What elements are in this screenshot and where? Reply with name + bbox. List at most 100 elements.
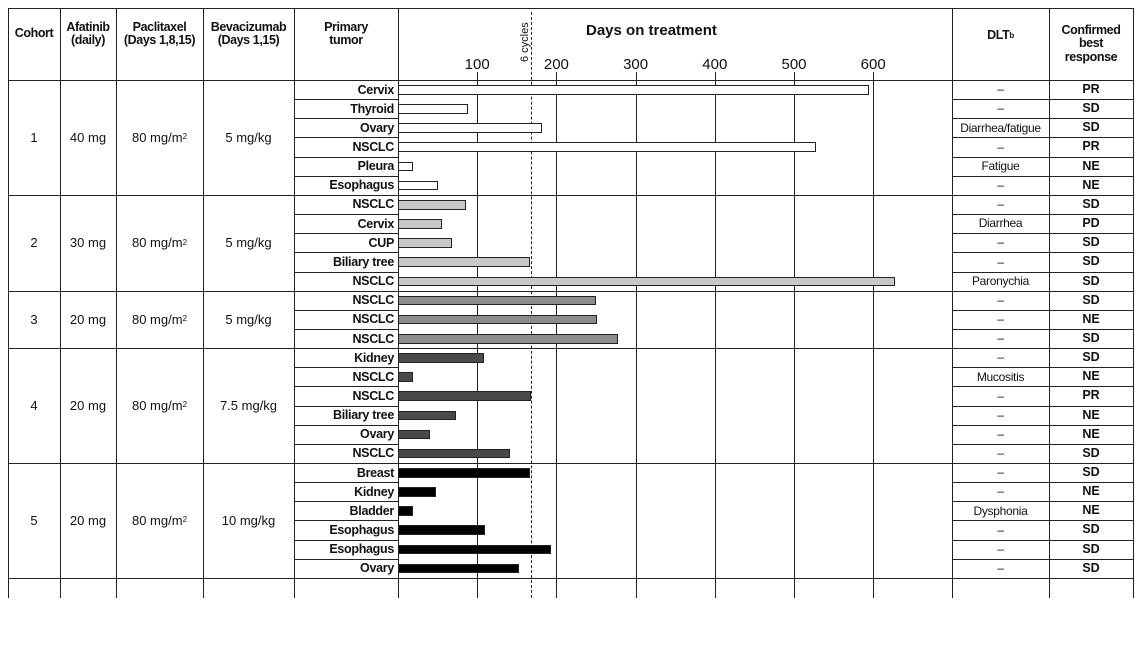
treatment-bar bbox=[398, 410, 456, 421]
best-response-value: PR bbox=[1082, 139, 1100, 154]
header-primary-tumor: Primary tumor bbox=[324, 19, 368, 47]
best-response-value: SD bbox=[1082, 101, 1100, 116]
primary-tumor-label: Biliary tree bbox=[332, 254, 394, 269]
row-divider bbox=[952, 482, 1133, 484]
dlt-value: – bbox=[997, 178, 1004, 193]
dlt-value: – bbox=[997, 197, 1004, 212]
dlt-value: – bbox=[997, 292, 1004, 307]
dlt-value: – bbox=[997, 407, 1004, 422]
afatinib-dose: 30 mg bbox=[69, 234, 107, 250]
best-response-value: SD bbox=[1082, 560, 1100, 575]
treatment-bar bbox=[398, 257, 531, 267]
primary-tumor-label: CUP bbox=[368, 235, 395, 250]
dlt-value: – bbox=[997, 465, 1004, 480]
row-divider bbox=[952, 520, 1133, 522]
primary-tumor-label: Thyroid bbox=[350, 101, 394, 116]
table-top-border bbox=[8, 8, 1133, 9]
best-response-value: SD bbox=[1082, 196, 1100, 211]
primary-tumor-label: NSCLC bbox=[352, 197, 394, 212]
cohort-divider bbox=[8, 194, 1133, 196]
cohort-number: 5 bbox=[30, 512, 38, 528]
treatment-bar bbox=[398, 333, 619, 344]
dlt-value: – bbox=[997, 388, 1004, 403]
treatment-bar bbox=[398, 487, 437, 497]
header-dlt: DLT b bbox=[987, 28, 1014, 43]
header-paclitaxel: Paclitaxel (Days 1,8,15) bbox=[123, 19, 196, 47]
primary-tumor-label: NSCLC bbox=[352, 140, 394, 154]
bevacizumab-dose: 5 mg/kg bbox=[225, 129, 272, 145]
dlt-value: Paronychia bbox=[971, 273, 1030, 288]
best-response-value: NE bbox=[1082, 158, 1100, 173]
paclitaxel-unit-exponent: 2 bbox=[182, 237, 188, 247]
column-divider bbox=[1133, 8, 1134, 598]
afatinib-dose: 20 mg bbox=[69, 397, 107, 413]
paclitaxel-unit-exponent: 2 bbox=[182, 132, 188, 142]
row-divider bbox=[294, 233, 398, 235]
paclitaxel-dose-value: 80 mg/m bbox=[131, 129, 183, 145]
row-divider bbox=[294, 520, 398, 522]
best-response-value: SD bbox=[1082, 350, 1100, 365]
gridline bbox=[794, 72, 795, 598]
six-cycles-label: 6 cycles bbox=[519, 22, 532, 62]
paclitaxel-dose: 80 mg/m 2 bbox=[116, 291, 203, 348]
primary-tumor-label: Cervix bbox=[357, 216, 395, 231]
row-divider bbox=[294, 271, 398, 273]
dlt-value: Fatigue bbox=[981, 158, 1020, 173]
primary-tumor-label: Ovary bbox=[360, 427, 394, 442]
row-divider bbox=[952, 405, 1133, 407]
gridline bbox=[635, 72, 637, 598]
primary-tumor-label: Kidney bbox=[354, 484, 394, 499]
treatment-bar bbox=[398, 142, 817, 153]
best-response-value: PD bbox=[1082, 216, 1100, 231]
primary-tumor-label: NSCLC bbox=[352, 293, 394, 308]
treatment-bar bbox=[398, 199, 467, 210]
row-divider bbox=[952, 424, 1133, 426]
primary-tumor-label: NSCLC bbox=[352, 274, 394, 289]
cohort-number: 1 bbox=[30, 129, 38, 145]
cohort-number: 2 bbox=[30, 234, 38, 250]
primary-tumor-label: Ovary bbox=[360, 120, 394, 135]
row-divider bbox=[952, 137, 1133, 139]
gridline bbox=[714, 72, 716, 598]
treatment-bar bbox=[398, 353, 484, 363]
cohort-divider bbox=[8, 348, 1133, 350]
x-tick-label: 300 bbox=[623, 56, 649, 73]
cohort-number: 4 bbox=[30, 397, 38, 413]
row-divider bbox=[294, 405, 398, 407]
best-response-value: SD bbox=[1082, 541, 1100, 556]
cohort-divider bbox=[8, 463, 1133, 464]
dlt-value: – bbox=[997, 350, 1004, 365]
paclitaxel-dose: 80 mg/m 2 bbox=[116, 195, 203, 291]
treatment-bar bbox=[398, 219, 442, 229]
bevacizumab-dose: 5 mg/kg bbox=[225, 234, 272, 250]
row-divider bbox=[294, 99, 398, 101]
primary-tumor-label: Esophagus bbox=[329, 542, 394, 557]
x-tick-label: 500 bbox=[781, 56, 807, 73]
treatment-bar bbox=[398, 468, 531, 478]
header-cohort: Cohort bbox=[14, 26, 54, 41]
dlt-value: Mucositis bbox=[976, 369, 1025, 384]
paclitaxel-unit-exponent: 2 bbox=[182, 515, 188, 525]
row-divider bbox=[294, 118, 398, 120]
column-divider bbox=[60, 8, 61, 598]
best-response-value: NE bbox=[1082, 503, 1100, 518]
column-divider bbox=[952, 8, 953, 598]
dlt-value: – bbox=[997, 484, 1004, 499]
afatinib-dose: 20 mg bbox=[69, 311, 107, 327]
best-response-value: SD bbox=[1082, 254, 1100, 269]
row-divider bbox=[952, 271, 1133, 273]
treatment-bar bbox=[398, 161, 414, 172]
treatment-bar bbox=[398, 391, 532, 402]
primary-tumor-label: NSCLC bbox=[352, 331, 394, 346]
row-divider bbox=[952, 214, 1133, 216]
chart-title: Days on treatment bbox=[586, 22, 717, 39]
paclitaxel-dose-value: 80 mg/m bbox=[131, 512, 183, 528]
bevacizumab-dose: 10 mg/kg bbox=[221, 512, 276, 528]
best-response-value: SD bbox=[1082, 292, 1100, 307]
primary-tumor-label: Esophagus bbox=[329, 178, 394, 193]
row-divider bbox=[294, 558, 398, 560]
cohort-number: 3 bbox=[30, 311, 38, 327]
primary-tumor-label: Ovary bbox=[360, 561, 394, 576]
dlt-value: – bbox=[997, 139, 1004, 154]
dlt-value: – bbox=[997, 331, 1004, 346]
